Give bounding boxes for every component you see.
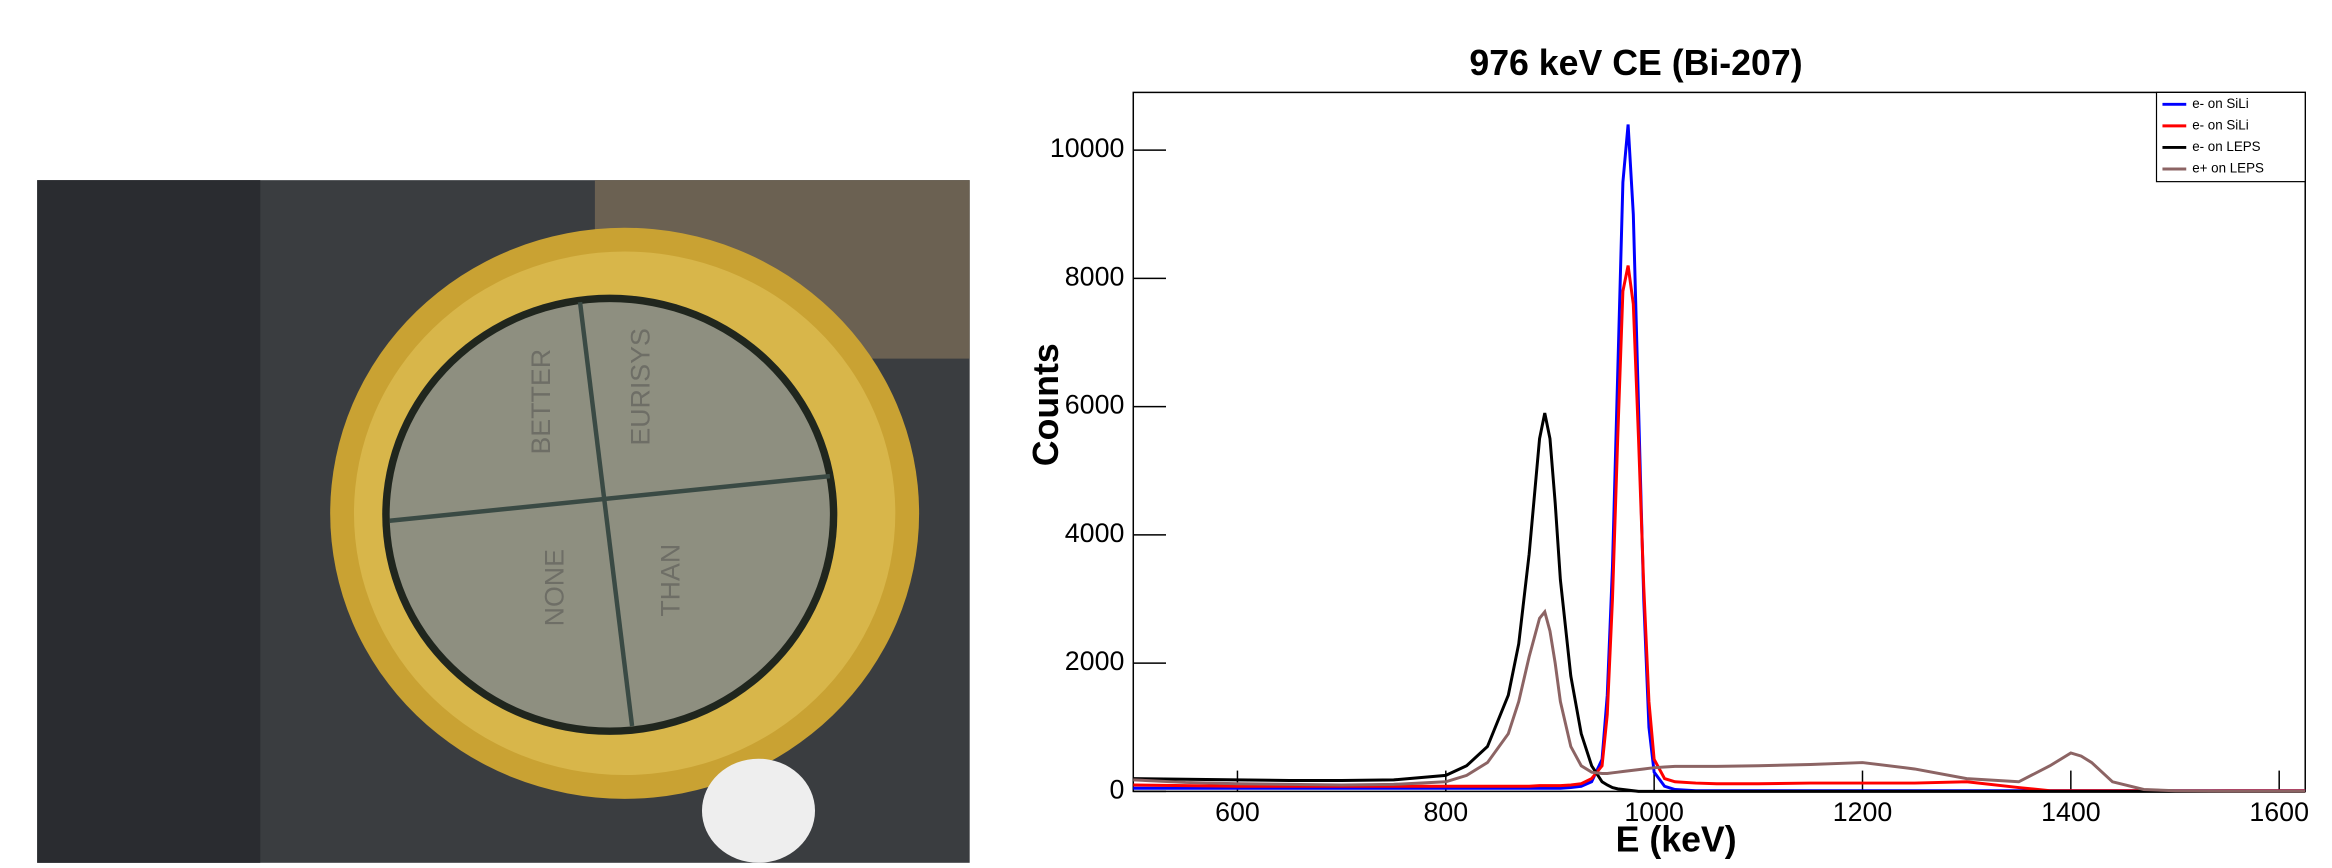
photo-label: THAN	[655, 544, 685, 617]
y-tick-label: 8000	[1065, 261, 1125, 291]
photo-label: BETTER	[526, 349, 556, 455]
x-tick-label: 1600	[2249, 797, 2309, 827]
photo-label: EURISYS	[626, 328, 656, 446]
x-tick-label: 1200	[1833, 797, 1893, 827]
y-tick-label: 10000	[1050, 133, 1124, 163]
y-tick-label: 0	[1109, 774, 1124, 804]
y-axis-label: Counts	[1026, 343, 1066, 466]
photo: BETTER EURISYS NONE THAN	[37, 180, 970, 863]
legend-label: e- on SiLi	[2192, 117, 2249, 132]
series-line	[1133, 608, 2306, 793]
photo-label: NONE	[539, 549, 569, 626]
legend-label: e- on SiLi	[2192, 96, 2249, 111]
y-tick-label: 6000	[1065, 390, 1125, 420]
y-tick-label: 2000	[1065, 646, 1125, 676]
x-tick-label: 1000	[1624, 797, 1684, 827]
x-axis-label: E (keV)	[1616, 819, 1737, 859]
series-line	[1133, 412, 2306, 793]
legend-label: e+ on LEPS	[2192, 161, 2264, 176]
x-tick-label: 800	[1423, 797, 1468, 827]
y-tick-label: 4000	[1065, 518, 1125, 548]
x-tick-label: 1400	[2041, 797, 2101, 827]
legend-box	[2155, 91, 2306, 183]
series-line	[1133, 265, 2306, 793]
chart-title: 976 keV CE (Bi-207)	[1469, 43, 1802, 83]
series-line	[1133, 124, 2306, 793]
legend-label: e- on LEPS	[2192, 139, 2260, 154]
plot-frame	[1132, 91, 2306, 793]
x-tick-label: 600	[1215, 797, 1260, 827]
